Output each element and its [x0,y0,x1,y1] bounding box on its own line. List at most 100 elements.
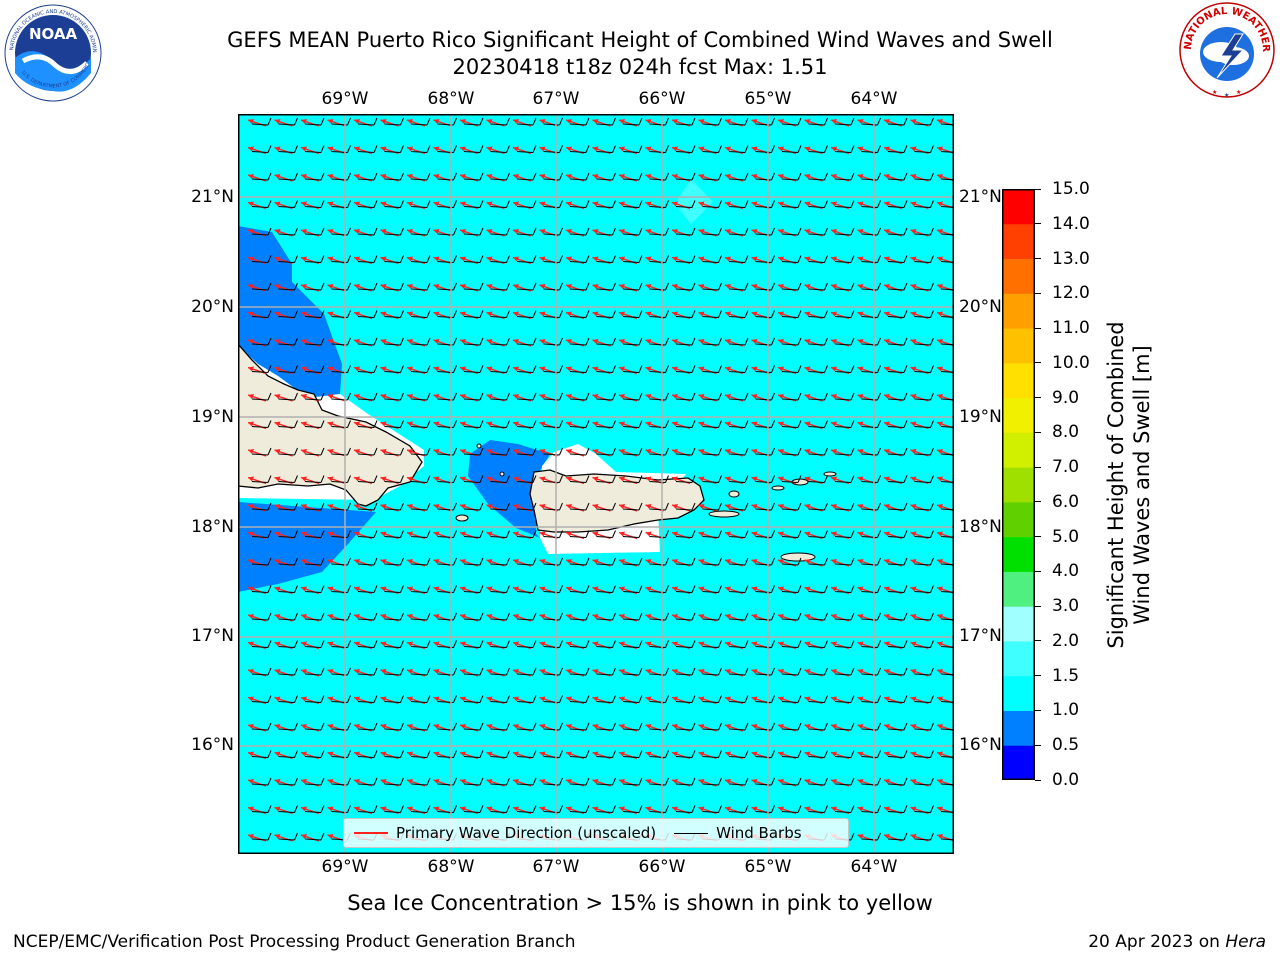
wind-barb [914,557,934,566]
wind-barb [251,420,272,428]
wind-barb [940,563,954,566]
wind-barb [357,117,378,126]
wind-barb [914,722,934,731]
wind-barb [278,117,298,126]
wind-barb [384,255,404,263]
wind-barb [357,530,378,538]
colorbar-tick-label: 2.0 [1052,630,1080,651]
wind-barb [755,255,775,263]
wind-barb [490,337,510,346]
wind-barb [914,475,934,483]
wind-barb [861,777,881,786]
wind-barb [490,200,510,208]
wind-barb [463,282,484,291]
wind-barb [596,282,616,291]
wind-barb [649,172,669,181]
wind-barb [622,200,643,208]
colorbar-segment [1002,710,1035,746]
wind-barb [887,447,908,456]
lon-label-bottom: 64°W [850,857,898,877]
wind-barb [251,667,272,676]
wind-barb [596,255,616,263]
footer-branch: NCEP/EMC/Verification Post Processing Pr… [13,932,576,952]
wind-barb [649,557,669,566]
wind-barb [516,722,537,731]
wind-barb [914,585,934,593]
wind-barb [675,557,696,566]
wind-barb [675,310,696,318]
wind-barb [596,805,616,813]
wind-barb [887,392,908,401]
wind-barb [304,640,325,648]
colorbar-label: Significant Height of Combined Wind Wave… [1103,321,1155,648]
wind-barb [463,310,484,318]
wind-barb [384,200,404,208]
wind-barb [410,475,431,483]
colorbar-segment [1002,640,1035,677]
lat-label-right: 17°N [959,626,1002,646]
wind-barb [781,420,802,428]
colorbar-segment [1002,328,1035,364]
wind-barb [728,777,749,786]
wind-barb [675,475,696,483]
wind-barb [808,310,828,318]
wind-barb [569,145,590,153]
wind-barb [357,255,378,263]
wind-barb [278,337,298,346]
wind-barb [728,640,749,648]
wind-barb [649,447,669,456]
lat-label-left: 17°N [191,626,234,646]
wind-barb [357,172,378,181]
wind-barb [384,805,404,813]
wind-barb [463,777,484,786]
wind-barb [384,502,404,511]
wind-barb [728,750,749,758]
wind-barb [940,426,954,428]
wind-barb [675,612,696,621]
wind-barb [755,612,775,621]
wind-barb [781,750,802,758]
wind-barb [278,612,298,621]
wind-barb [596,585,616,593]
wind-barb [357,502,378,511]
wind-barb [755,145,775,153]
wind-barb [675,255,696,263]
wind-barb [887,585,908,593]
wind-barb [702,337,722,346]
wind-barb [755,805,775,813]
lon-label-bottom: 66°W [638,857,686,877]
wind-barb [410,420,431,428]
wind-barb [278,475,298,483]
wind-barb [278,667,298,676]
wind-barb [569,282,590,291]
wind-barb [834,172,855,181]
wind-barb [384,365,404,373]
wind-barb [357,145,378,153]
wind-barb [808,227,828,236]
wind-barb [410,557,431,566]
colorbar-tick-mark [1035,605,1041,607]
wind-barb [940,756,954,758]
wind-barb [251,722,272,731]
wind-barb [490,640,510,648]
wind-barb [861,392,881,401]
wind-barb [384,585,404,593]
wind-barb [569,200,590,208]
wind-barb [463,447,484,456]
wind-barb [649,585,669,593]
wind-barb [278,420,298,428]
wind-barb [781,667,802,676]
wind-barb [781,475,802,483]
wind-barb [304,695,325,703]
wind-barb [781,337,802,346]
wind-barb [569,337,590,346]
wind-barb [755,310,775,318]
wind-barb [675,530,696,538]
wind-barb [649,530,669,538]
colorbar-tick-mark [1035,501,1041,503]
wind-barb [781,227,802,236]
wind-barb [808,722,828,731]
wind-barb [251,750,272,758]
lat-label-left: 16°N [191,735,234,755]
wind-barb [808,695,828,703]
